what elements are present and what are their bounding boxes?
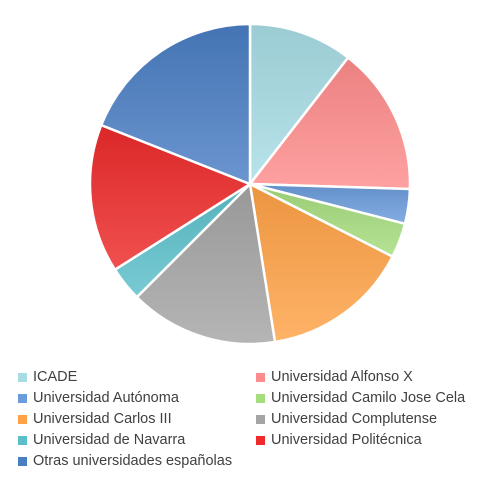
legend: ICADE Universidad Alfonso X Universidad Au…	[18, 368, 488, 470]
legend-label-3: Universidad Autónoma	[33, 390, 179, 406]
legend-swatch-8	[256, 435, 265, 445]
legend-swatch-7	[18, 435, 27, 445]
legend-label-6: Universidad Complutense	[271, 411, 438, 427]
legend-swatch-3	[18, 393, 27, 403]
legend-item-8: Universidad Politécnica	[256, 431, 488, 449]
legend-swatch-5	[18, 414, 27, 424]
legend-item-3: Universidad Autónoma	[18, 389, 256, 407]
legend-swatch-4	[256, 393, 265, 403]
legend-swatch-6	[256, 414, 265, 424]
pie-slice-1	[248, 22, 350, 186]
pie-slice-8	[88, 123, 252, 271]
pie-slice-2	[248, 56, 412, 191]
pie-chart-plot	[88, 22, 412, 346]
legend-item-7: Universidad de Navarra	[18, 431, 256, 449]
pie-slice-6	[135, 182, 277, 346]
legend-swatch-2	[256, 372, 265, 382]
legend-item-6: Universidad Complutense	[256, 410, 488, 428]
legend-item-9: Otras universidades españolas	[18, 452, 256, 470]
pie-slices	[88, 22, 412, 346]
legend-item-5: Universidad Carlos III	[18, 410, 256, 428]
legend-item-2: Universidad Alfonso X	[256, 368, 488, 386]
legend-label-1: ICADE	[33, 369, 78, 385]
legend-label-5: Universidad Carlos III	[33, 411, 172, 427]
legend-label-7: Universidad de Navarra	[33, 432, 186, 448]
legend-swatch-1	[18, 372, 27, 382]
legend-item-4: Universidad Camilo Jose Cela	[256, 389, 488, 407]
legend-label-4: Universidad Camilo Jose Cela	[271, 390, 466, 406]
pie-slice-5	[248, 182, 394, 344]
legend-label-2: Universidad Alfonso X	[271, 369, 413, 385]
legend-label-8: Universidad Politécnica	[271, 432, 422, 448]
pie-slice-9	[99, 22, 252, 186]
legend-label-9: Otras universidades españolas	[33, 453, 233, 469]
legend-item-1: ICADE	[18, 368, 256, 386]
legend-swatch-9	[18, 456, 27, 466]
